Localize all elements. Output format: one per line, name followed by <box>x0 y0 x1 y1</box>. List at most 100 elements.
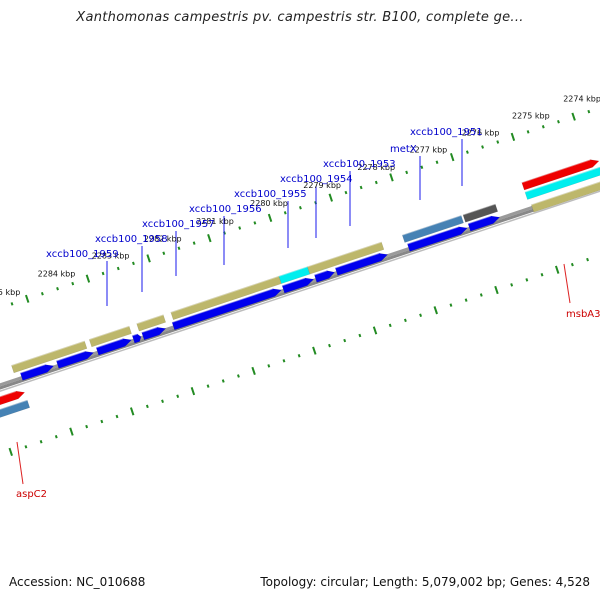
minor-tick <box>40 292 44 296</box>
gene-label[interactable]: xccb100_1955 <box>234 189 307 200</box>
kbp-label: 2277 kbp <box>410 146 448 155</box>
minor-tick <box>100 419 104 424</box>
gene-highlight <box>281 277 306 287</box>
minor-tick <box>192 241 196 245</box>
kbp-label: 2276 kbp <box>462 128 500 137</box>
major-tick <box>24 294 30 303</box>
minor-tick <box>343 338 347 343</box>
gene-arrow[interactable] <box>521 159 600 191</box>
gene-arrow[interactable] <box>88 325 132 348</box>
gene-arrow[interactable] <box>0 390 26 409</box>
gene-label[interactable]: aspC2 <box>16 489 47 500</box>
minor-tick <box>525 278 529 282</box>
major-tick <box>328 193 333 202</box>
gene-label[interactable]: xccb100_1957 <box>142 219 215 230</box>
minor-tick <box>206 384 210 388</box>
kbp-label: 2279 kbp <box>303 181 341 190</box>
minor-tick <box>115 414 119 419</box>
minor-tick <box>420 165 424 170</box>
minor-tick <box>297 354 301 358</box>
minor-tick <box>481 145 484 149</box>
minor-tick <box>496 140 500 144</box>
minor-tick <box>132 261 135 266</box>
gene-arrow[interactable] <box>171 288 282 331</box>
minor-tick <box>176 394 180 398</box>
gene-arrow[interactable] <box>406 226 468 252</box>
minor-tick <box>56 286 59 291</box>
gene-arrow[interactable] <box>462 203 499 223</box>
gene-arrow[interactable] <box>136 314 167 332</box>
gene-arrow[interactable] <box>334 253 389 276</box>
gene-arrow[interactable] <box>95 338 133 356</box>
major-tick <box>207 233 212 243</box>
gene-highlight <box>141 326 158 334</box>
minor-tick <box>435 160 439 164</box>
major-tick <box>146 254 151 263</box>
major-tick <box>129 407 135 416</box>
gene-arrow[interactable] <box>467 215 501 232</box>
gene-highlight <box>521 158 591 184</box>
major-tick <box>389 173 394 182</box>
minor-tick <box>54 434 58 439</box>
minor-tick <box>39 440 43 444</box>
gene-highlight <box>524 166 600 193</box>
gene-arrow[interactable] <box>530 180 600 213</box>
minor-tick <box>177 246 181 250</box>
minor-tick <box>403 318 407 323</box>
gene-label[interactable]: xccb100_1954 <box>280 174 353 185</box>
minor-tick <box>24 445 28 449</box>
kbp-label: 2284 kbp <box>38 270 76 279</box>
gene-label[interactable]: xccb100_1953 <box>323 159 396 170</box>
major-tick <box>312 346 317 355</box>
minor-tick <box>464 298 468 302</box>
minor-tick <box>374 180 378 185</box>
gene-arrow[interactable] <box>281 277 315 294</box>
minor-tick <box>405 170 409 175</box>
gene-highlight <box>20 363 46 374</box>
minor-tick <box>101 271 105 276</box>
gene-features[interactable] <box>0 158 600 421</box>
major-tick <box>267 213 273 222</box>
minor-tick <box>557 119 560 124</box>
minor-tick <box>465 150 469 154</box>
gene-highlight <box>56 350 85 362</box>
kbp-label: 2274 kbp <box>563 94 600 103</box>
gene-label[interactable]: xccb100_1958 <box>95 234 168 245</box>
gene-highlight <box>402 214 462 236</box>
kbp-label: 2280 kbp <box>250 199 288 208</box>
minor-tick <box>510 283 514 287</box>
gene-highlight <box>0 390 17 398</box>
gene-label[interactable]: msbA3 <box>566 309 600 320</box>
gene-arrow[interactable] <box>19 364 55 381</box>
minor-tick <box>145 404 149 409</box>
minor-tick <box>267 364 271 368</box>
gene-arrow[interactable] <box>11 340 88 374</box>
minor-tick <box>85 424 89 429</box>
gene-arrow[interactable] <box>524 166 600 200</box>
kbp-label: 2275 kbp <box>512 112 550 121</box>
major-tick <box>85 274 91 283</box>
gene-arrow[interactable] <box>131 333 142 344</box>
gene-label[interactable]: metX <box>390 144 417 155</box>
gene-arrow[interactable] <box>314 270 336 283</box>
gene-highlight <box>95 337 123 349</box>
gene-arrow[interactable] <box>0 399 31 421</box>
major-tick <box>8 447 13 456</box>
gene-arrow[interactable] <box>55 351 95 369</box>
gene-arrow[interactable] <box>401 215 464 243</box>
gene-highlight <box>171 287 273 323</box>
gene-highlight <box>334 252 380 269</box>
minor-tick <box>116 266 120 271</box>
leader-line <box>16 441 24 485</box>
gene-label[interactable]: xccb100_1956 <box>189 204 262 215</box>
major-tick <box>251 366 256 376</box>
kbp-label: 2282 kbp <box>144 234 182 243</box>
gene-highlight <box>131 333 138 337</box>
major-tick <box>190 387 196 396</box>
minor-tick <box>586 257 589 262</box>
gene-label[interactable]: xccb100_1951 <box>410 127 483 138</box>
gene-label[interactable]: xccb100_1959 <box>46 249 119 260</box>
gene-arrow[interactable] <box>307 241 385 275</box>
gene-arrow[interactable] <box>141 327 167 341</box>
